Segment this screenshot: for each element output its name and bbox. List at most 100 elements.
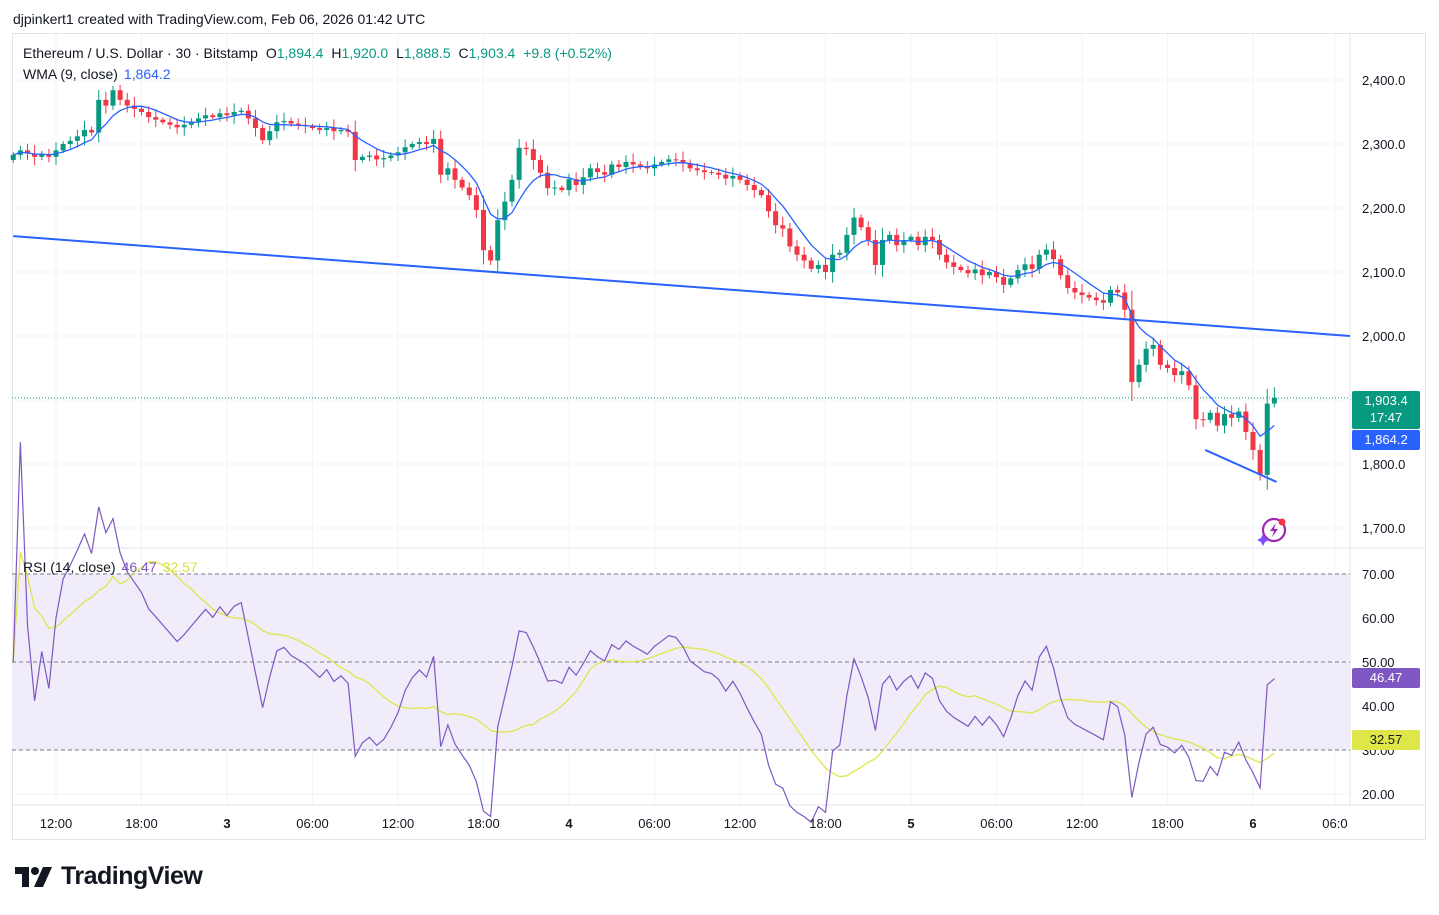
rsi-badge-bg — [1352, 668, 1420, 688]
candle-body — [1243, 411, 1249, 432]
candle-body — [530, 149, 536, 160]
candle-body — [495, 220, 501, 261]
rsi-ma-badge-bg — [1352, 730, 1420, 750]
ohlc-high: H1,920.0 — [331, 45, 389, 61]
ohlc-open: O1,894.4 — [265, 45, 324, 61]
candle-body — [1029, 264, 1035, 269]
candle-body — [424, 142, 429, 144]
candle-body — [538, 160, 543, 173]
candle-body — [1043, 249, 1049, 255]
indicator-lines — [12, 105, 1350, 483]
candle-body — [730, 176, 736, 179]
candle-body — [1129, 309, 1135, 383]
candle-body — [595, 168, 600, 173]
tradingview-logo-icon — [15, 866, 52, 887]
rsi-legend[interactable]: RSI (14, close) 46.47 32.57 — [23, 559, 198, 575]
candle-body — [32, 153, 38, 157]
candle-body — [630, 161, 636, 165]
candle-body — [1036, 254, 1042, 269]
brand-name: TradingView — [61, 862, 203, 890]
candle-body — [224, 113, 230, 116]
candle-body — [965, 270, 971, 274]
candle-body — [1214, 412, 1220, 426]
candle-body — [887, 234, 893, 240]
last-price-badge-text: 1,903.4 — [1364, 393, 1407, 408]
candle-body — [1193, 385, 1199, 420]
price-badges: 1,903.4 17:47 1,864.2 46.47 32.57 — [1352, 391, 1420, 750]
symbol-title: Ethereum / U.S. Dollar · 30 · Bitstamp — [23, 45, 258, 61]
ai-assist-icon[interactable] — [1257, 517, 1287, 547]
candle-body — [146, 112, 152, 118]
candle-body — [1186, 371, 1192, 386]
candle-body — [124, 99, 130, 106]
candle-body — [1115, 289, 1121, 293]
time-tick-label: 18:00 — [1151, 816, 1184, 831]
candle-body — [367, 155, 372, 157]
price-tick-label: 2,000.0 — [1362, 329, 1405, 344]
time-tick-label: 4 — [565, 816, 573, 831]
candle-body — [502, 201, 508, 221]
candle-body — [1086, 295, 1092, 298]
candle-body — [751, 184, 757, 191]
last-price-badge-text: 17:47 — [1370, 410, 1403, 425]
candle-body — [552, 187, 558, 189]
wma-label: WMA (9, close) — [23, 66, 118, 82]
time-tick-label: 12:00 — [40, 816, 73, 831]
candle-body — [238, 110, 244, 112]
candle-body — [231, 112, 237, 116]
candle-body — [566, 179, 572, 191]
candle-body — [174, 124, 180, 128]
candle-body — [737, 176, 743, 180]
candle-body — [167, 122, 173, 125]
candle-body — [709, 172, 714, 174]
rsi-tick-label: 70.00 — [1362, 567, 1395, 582]
candles — [10, 84, 1277, 490]
candle-body — [82, 129, 87, 137]
candle-body — [1100, 300, 1106, 303]
candle-body — [67, 140, 73, 144]
candle-body — [452, 168, 458, 180]
rsi-ma-line — [12, 551, 1275, 778]
candle-body — [188, 121, 194, 125]
rsi-pane — [12, 441, 1350, 824]
candle-body — [673, 159, 679, 161]
candle-body — [1022, 264, 1028, 271]
candle-body — [758, 190, 764, 196]
candle-body — [637, 164, 643, 167]
candle-body — [1250, 432, 1256, 450]
price-tick-label: 2,300.0 — [1362, 137, 1405, 152]
candle-body — [815, 264, 821, 269]
candle-body — [780, 225, 786, 229]
tradingview-logo[interactable]: TradingView — [15, 862, 203, 891]
candle-body — [787, 228, 793, 247]
candle-body — [1058, 259, 1064, 276]
candle-body — [865, 227, 871, 240]
candle-body — [680, 160, 686, 164]
wma-legend[interactable]: WMA (9, close) 1,864.2 — [23, 66, 171, 82]
candle-body — [659, 161, 665, 165]
candle-body — [951, 262, 957, 267]
candle-body — [844, 234, 850, 253]
candle-body — [894, 234, 900, 246]
candle-body — [317, 128, 323, 130]
candle-body — [801, 254, 807, 261]
candle-body — [1108, 289, 1113, 303]
candle-body — [395, 152, 401, 156]
candle-body — [459, 179, 465, 188]
candle-body — [381, 158, 387, 160]
candle-body — [153, 117, 159, 120]
candle-body — [937, 240, 942, 255]
candle-body — [160, 119, 166, 123]
candle-body — [203, 115, 209, 119]
candle-body — [345, 129, 351, 132]
candle-body — [1001, 277, 1007, 285]
candle-body — [744, 179, 750, 185]
candle-body — [509, 179, 515, 202]
candle-body — [1065, 275, 1071, 288]
candle-body — [872, 240, 878, 265]
wma-badge-bg — [1352, 430, 1420, 450]
rsi-badge-text: 46.47 — [1370, 670, 1403, 685]
time-tick-label: 12:00 — [724, 816, 757, 831]
rsi-ma-badge-text: 32.57 — [1370, 732, 1403, 747]
